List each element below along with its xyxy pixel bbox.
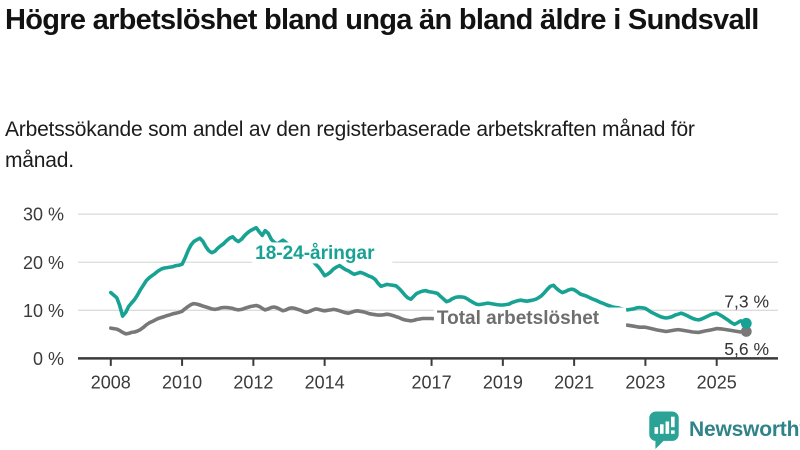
x-tick-label: 2019: [483, 372, 523, 392]
series-label-bg-total: [433, 307, 627, 329]
x-tick-label: 2014: [305, 372, 345, 392]
series-line-youth: [109, 225, 749, 327]
newsworthy-logo[interactable]: Newsworthy: [648, 411, 800, 449]
y-tick-label: 10 %: [23, 301, 64, 321]
series-label-youth: 18-24-åringar: [255, 243, 375, 264]
series-end-dot-youth: [740, 317, 752, 329]
page-title: Högre arbetslöshet bland unga än bland ä…: [5, 4, 759, 36]
bar-chart-bubble-icon: [648, 411, 680, 449]
x-tick-label: 2012: [233, 372, 273, 392]
x-tick-label: 2017: [412, 372, 452, 392]
newsworthy-brand-text: Newsworthy: [689, 418, 800, 441]
x-tick-label: 2025: [697, 372, 737, 392]
y-tick-label: 20 %: [23, 253, 64, 273]
end-value-label-youth: 7,3 %: [724, 291, 769, 311]
series-end-dot-total: [740, 326, 752, 337]
x-tick-label: 2008: [91, 372, 131, 392]
end-value-label-total: 5,6 %: [724, 339, 769, 359]
y-tick-label: 0 %: [33, 349, 64, 369]
series-label-bg-youth: [252, 242, 393, 264]
y-tick-label: 30 %: [23, 205, 64, 225]
x-tick-label: 2010: [162, 372, 202, 392]
chart-subtitle: Arbetssökande som andel av den registerb…: [5, 118, 695, 172]
x-tick-label: 2021: [554, 372, 594, 392]
x-tick-label: 2023: [625, 372, 665, 392]
series-label-total: Total arbetslöshet: [437, 308, 600, 329]
series-line-total: [109, 301, 749, 336]
